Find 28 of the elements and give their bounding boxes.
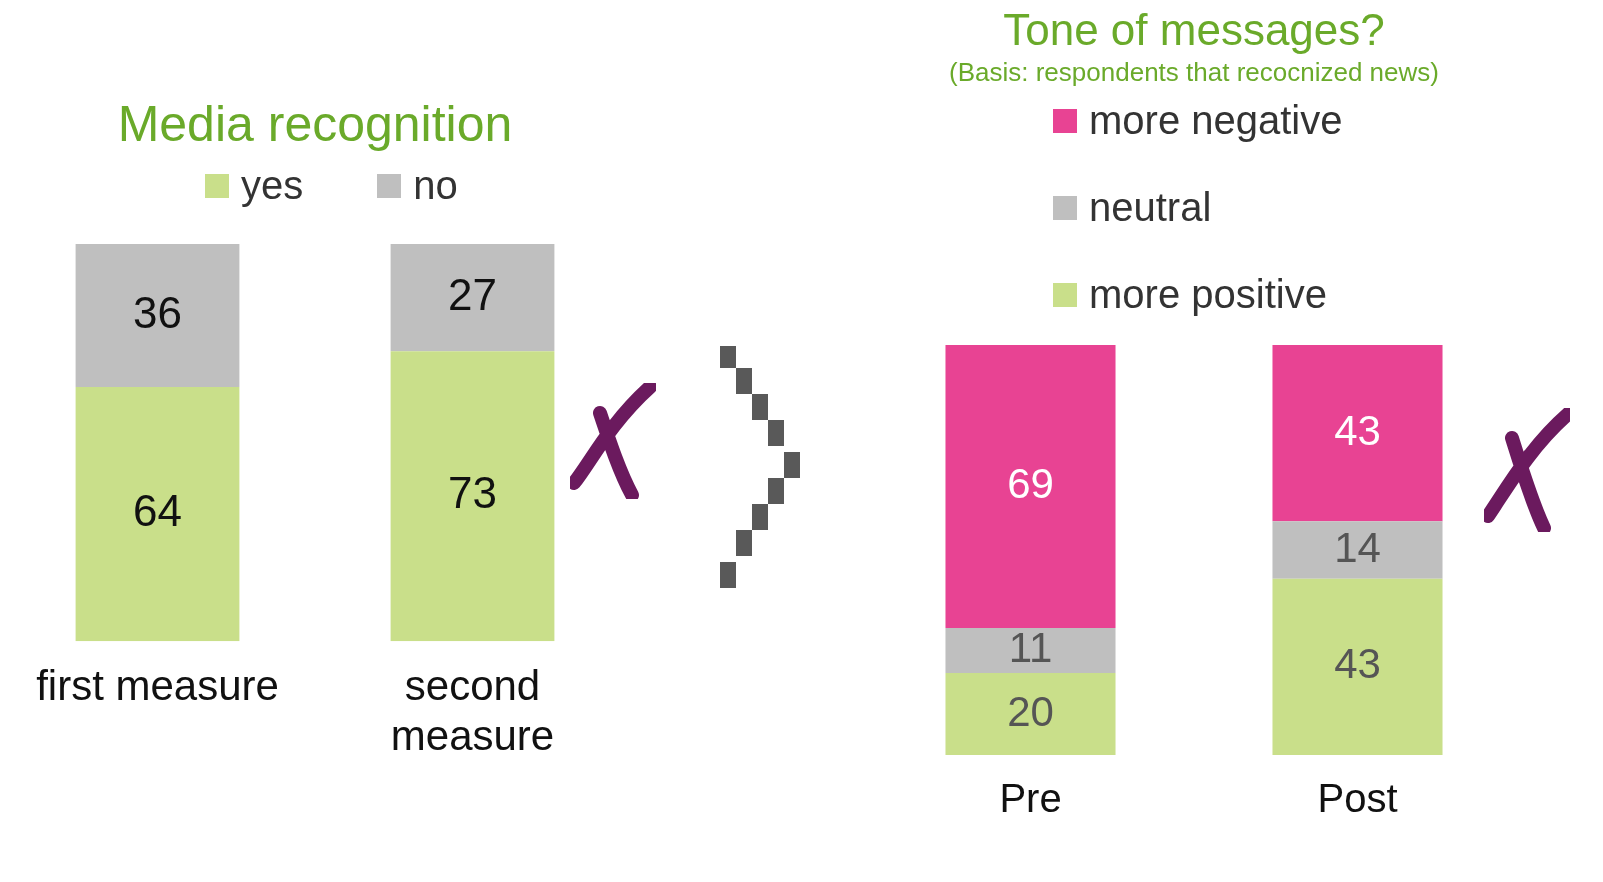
x-tick-label: Post	[1317, 776, 1398, 821]
legend-label: neutral	[1089, 185, 1212, 230]
chart-title: Tone of messages?	[1002, 5, 1386, 55]
bar	[945, 627, 1116, 673]
data-label: 64	[133, 486, 182, 536]
x-tick-label: first measure	[36, 661, 279, 709]
chart-subtitle: (Basis: respondents that recocnized news)	[948, 57, 1440, 88]
x-tick-label: second measure	[390, 661, 555, 760]
data-label: 73	[448, 468, 497, 518]
data-label: 36	[133, 287, 182, 337]
data-label: 14	[1334, 523, 1381, 571]
x-tick-label: Pre	[999, 776, 1062, 821]
legend-label: yes	[241, 163, 304, 208]
data-label: 69	[1007, 460, 1054, 508]
chart-title: Media recognition	[116, 95, 514, 153]
bar	[1272, 521, 1443, 579]
data-label: 11	[1008, 624, 1053, 672]
legend-label: no	[413, 163, 458, 208]
bar	[1272, 578, 1443, 755]
data-label: 27	[448, 269, 497, 319]
legend-label: more positive	[1089, 272, 1327, 317]
data-label: 20	[1007, 687, 1054, 735]
data-label: 43	[1334, 406, 1381, 454]
bar	[1272, 345, 1443, 522]
bar	[945, 345, 1116, 628]
legend-label: more negative	[1089, 98, 1343, 143]
data-label: 43	[1334, 640, 1381, 688]
bar	[945, 673, 1116, 755]
